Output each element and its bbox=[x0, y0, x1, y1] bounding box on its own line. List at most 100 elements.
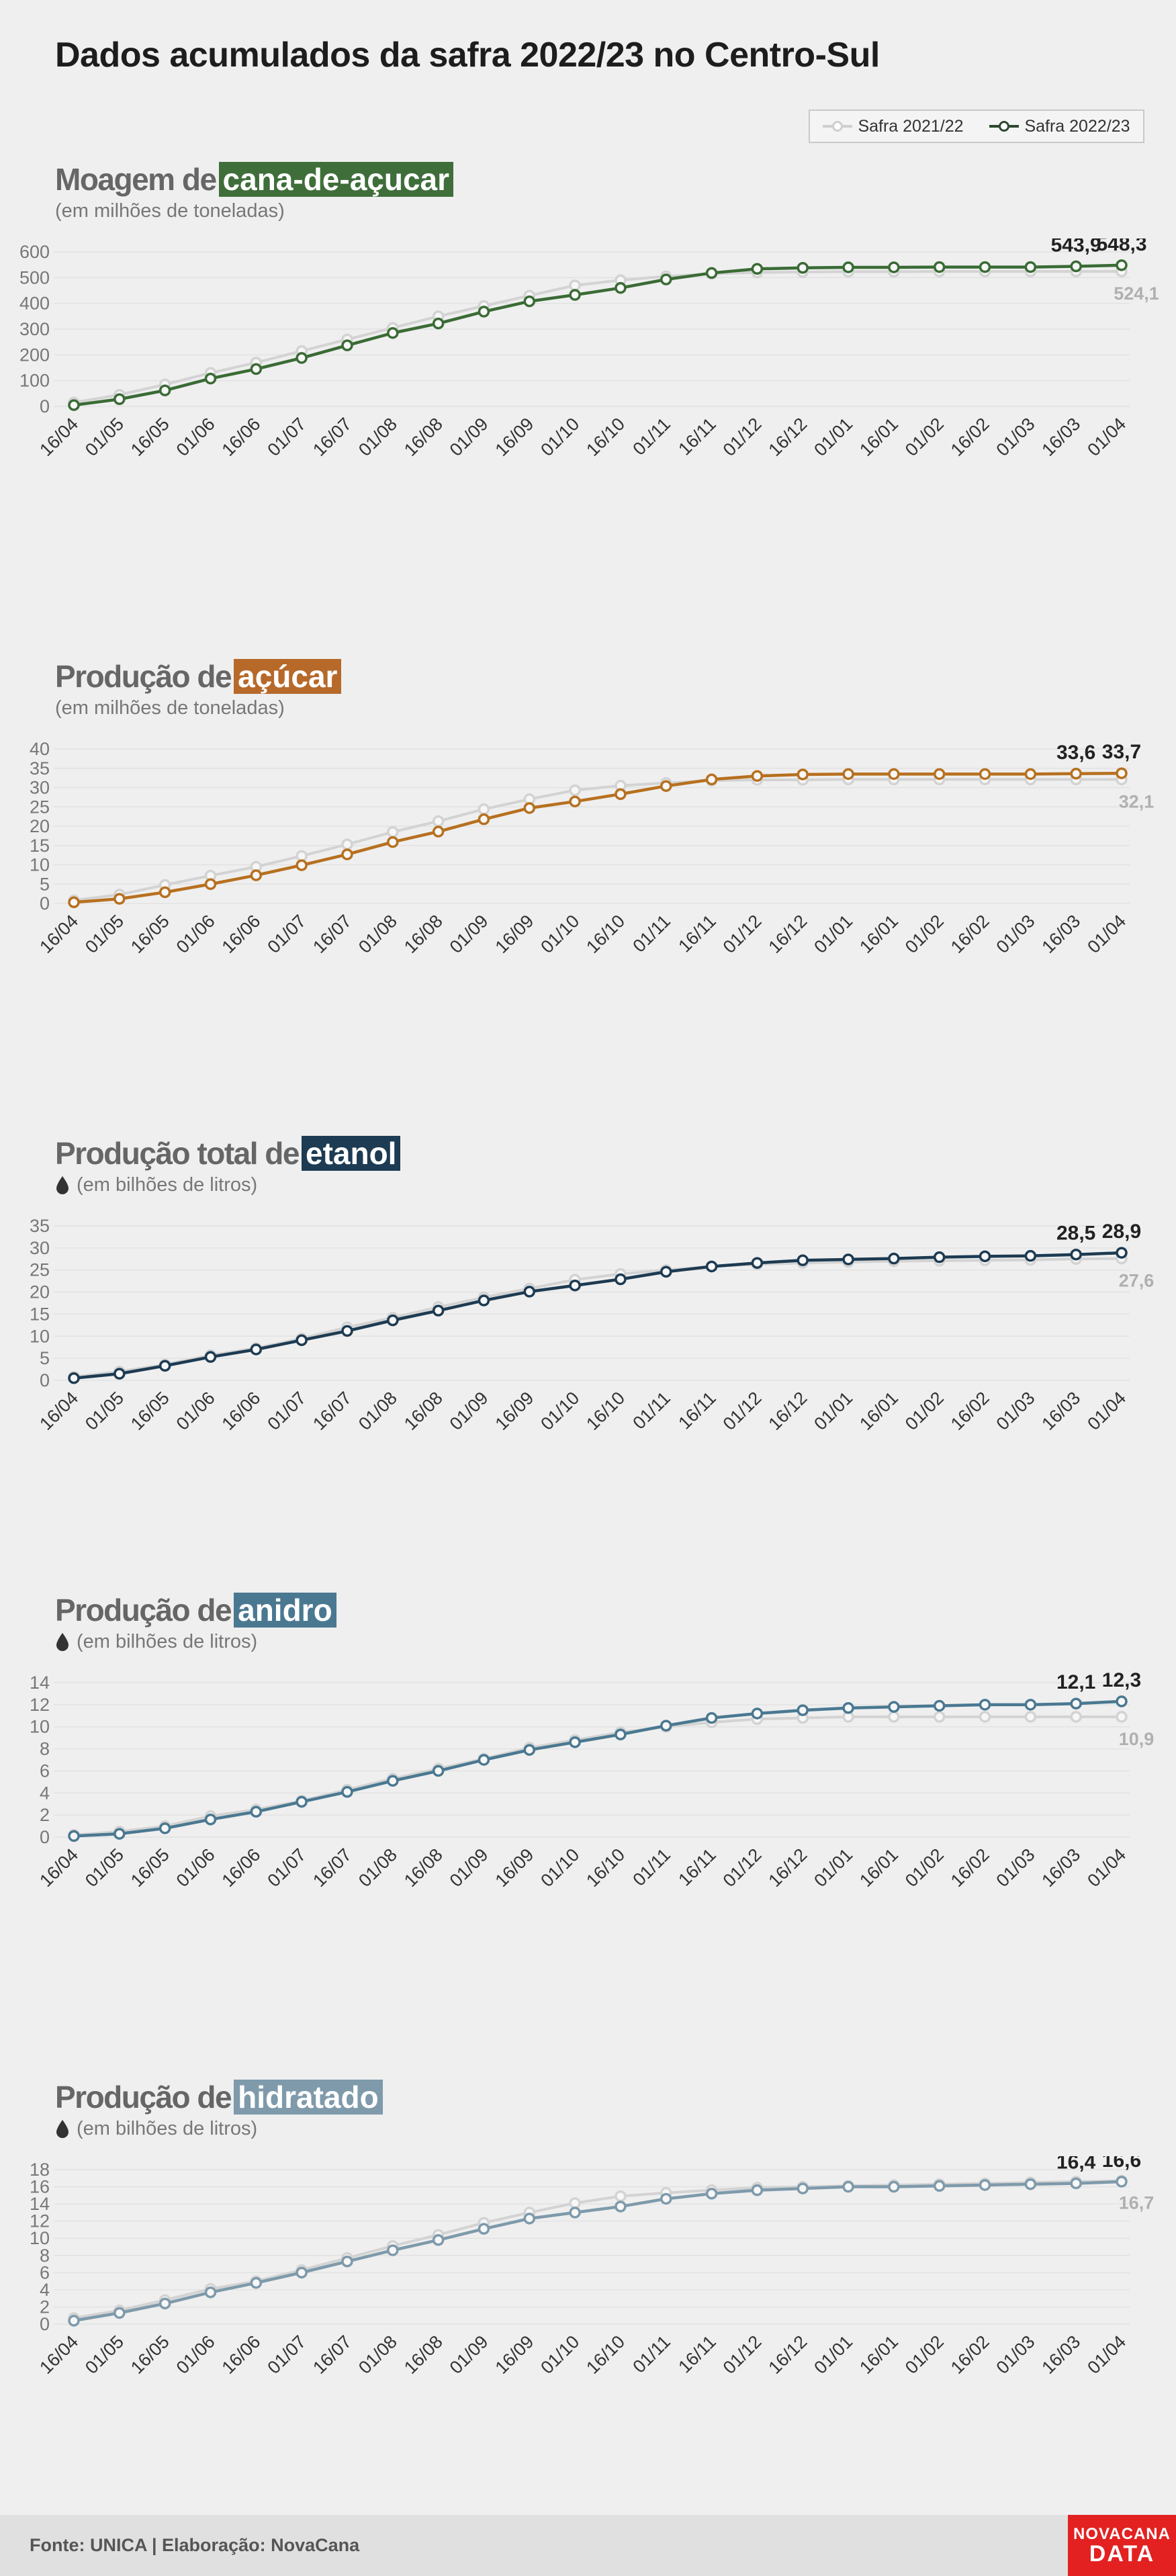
data-point bbox=[979, 1699, 991, 1711]
x-tick-label: 01/03 bbox=[993, 1388, 1039, 1434]
series-line bbox=[73, 771, 1122, 904]
x-tick-label: 16/11 bbox=[674, 2331, 720, 2377]
data-point bbox=[569, 2197, 581, 2209]
x-tick-label: 01/12 bbox=[719, 911, 766, 957]
data-point bbox=[979, 261, 991, 273]
data-point bbox=[432, 1765, 445, 1777]
data-point bbox=[569, 279, 581, 292]
x-tick-label: 01/02 bbox=[901, 414, 948, 460]
x-tick-label: 16/11 bbox=[674, 1388, 720, 1433]
data-point bbox=[933, 2180, 946, 2192]
y-tick-label: 10 bbox=[30, 1326, 50, 1346]
y-tick-label: 0 bbox=[40, 1827, 50, 1847]
x-tick-label: 16/09 bbox=[492, 1388, 538, 1434]
data-point bbox=[797, 262, 809, 274]
data-point bbox=[1070, 2177, 1082, 2190]
x-tick-label: 16/07 bbox=[309, 911, 355, 957]
data-point bbox=[250, 1343, 263, 1356]
data-point bbox=[296, 352, 308, 364]
y-tick-label: 14 bbox=[30, 2194, 50, 2214]
data-point bbox=[1070, 1711, 1082, 1723]
data-point bbox=[888, 2180, 900, 2193]
data-point bbox=[341, 1785, 353, 1798]
x-tick-label: 16/02 bbox=[947, 911, 993, 957]
x-tick-label: 16/03 bbox=[1038, 414, 1084, 460]
y-tick-label: 30 bbox=[30, 1238, 50, 1258]
y-tick-label: 5 bbox=[40, 874, 50, 894]
footer: Fonte: UNICA | Elaboração: NovaCana NOVA… bbox=[0, 2515, 1176, 2576]
x-tick-label: 01/08 bbox=[355, 1845, 401, 1891]
x-tick-label: 16/10 bbox=[582, 2331, 629, 2378]
y-tick-label: 15 bbox=[30, 836, 50, 856]
data-point bbox=[979, 1711, 991, 1723]
x-tick-label: 01/04 bbox=[1083, 414, 1130, 460]
data-point bbox=[341, 1325, 353, 1337]
data-label: 28,5 bbox=[1056, 1223, 1095, 1245]
data-label: 548,3 bbox=[1096, 238, 1146, 255]
data-point bbox=[1070, 1248, 1082, 1261]
data-point bbox=[888, 1711, 900, 1723]
panel-unit-text: (em bilhões de litros) bbox=[77, 2118, 258, 2139]
x-tick-label: 01/08 bbox=[355, 1388, 401, 1434]
x-tick-label: 16/11 bbox=[674, 414, 720, 459]
y-tick-label: 10 bbox=[30, 2228, 50, 2248]
y-tick-label: 10 bbox=[30, 1717, 50, 1737]
data-point bbox=[159, 886, 171, 899]
y-tick-label: 200 bbox=[19, 345, 50, 365]
data-point bbox=[204, 1351, 217, 1363]
series-line bbox=[73, 778, 1122, 902]
x-tick-label: 01/06 bbox=[173, 414, 219, 460]
data-point bbox=[569, 795, 581, 807]
data-point bbox=[660, 1720, 672, 1732]
x-tick-label: 16/12 bbox=[764, 414, 811, 460]
x-tick-label: 01/05 bbox=[81, 1388, 128, 1434]
data-label: 27,6 bbox=[1119, 1271, 1155, 1291]
y-tick-label: 4 bbox=[40, 1783, 50, 1803]
data-point bbox=[341, 339, 353, 351]
x-tick-label: 16/08 bbox=[400, 911, 447, 957]
series-line bbox=[73, 2180, 1122, 2323]
data-point bbox=[979, 2179, 991, 2191]
panel-title-prefix: Produção de bbox=[55, 1593, 232, 1628]
data-point bbox=[751, 1707, 764, 1720]
x-tick-label: 01/12 bbox=[719, 2331, 766, 2378]
data-point bbox=[204, 1813, 217, 1826]
data-point bbox=[341, 838, 353, 850]
legend-entry-2021-22: Safra 2021/22 bbox=[823, 117, 964, 136]
data-point bbox=[660, 1265, 672, 1278]
x-tick-label: 16/05 bbox=[127, 1388, 173, 1434]
x-tick-label: 16/07 bbox=[309, 1388, 355, 1434]
x-tick-label: 01/02 bbox=[901, 911, 948, 957]
x-tick-label: 16/04 bbox=[36, 414, 82, 460]
data-label: 12,1 bbox=[1056, 1671, 1095, 1693]
data-point bbox=[114, 1368, 126, 1380]
data-point bbox=[797, 1254, 809, 1267]
data-point bbox=[888, 1701, 900, 1713]
data-point bbox=[751, 1257, 764, 1269]
x-tick-label: 01/02 bbox=[901, 2331, 948, 2378]
y-tick-label: 10 bbox=[30, 855, 50, 875]
data-point bbox=[615, 1728, 627, 1740]
x-tick-label: 01/10 bbox=[537, 911, 583, 957]
x-tick-label: 01/05 bbox=[81, 1845, 128, 1891]
data-point bbox=[296, 859, 308, 871]
x-tick-label: 16/09 bbox=[492, 414, 538, 460]
x-tick-label: 01/11 bbox=[629, 1845, 674, 1890]
y-tick-label: 300 bbox=[19, 319, 50, 339]
data-point bbox=[569, 1736, 581, 1748]
x-tick-label: 01/03 bbox=[993, 911, 1039, 957]
x-tick-label: 16/04 bbox=[36, 2331, 82, 2378]
data-point bbox=[296, 1334, 308, 1346]
data-point bbox=[523, 295, 536, 308]
data-point bbox=[114, 2307, 126, 2319]
x-tick-label: 01/04 bbox=[1083, 1845, 1130, 1891]
panel-unit: (em milhões de toneladas) bbox=[55, 697, 285, 719]
x-tick-label: 16/01 bbox=[856, 911, 902, 957]
data-label: 524,1 bbox=[1114, 283, 1159, 304]
data-point bbox=[615, 788, 627, 801]
y-tick-label: 0 bbox=[40, 2314, 50, 2334]
novacana-data-logo[interactable]: NOVACANA DATA bbox=[1068, 2515, 1176, 2576]
x-tick-label: 16/06 bbox=[218, 1845, 265, 1891]
data-point bbox=[250, 363, 263, 375]
data-point bbox=[68, 1830, 80, 1842]
